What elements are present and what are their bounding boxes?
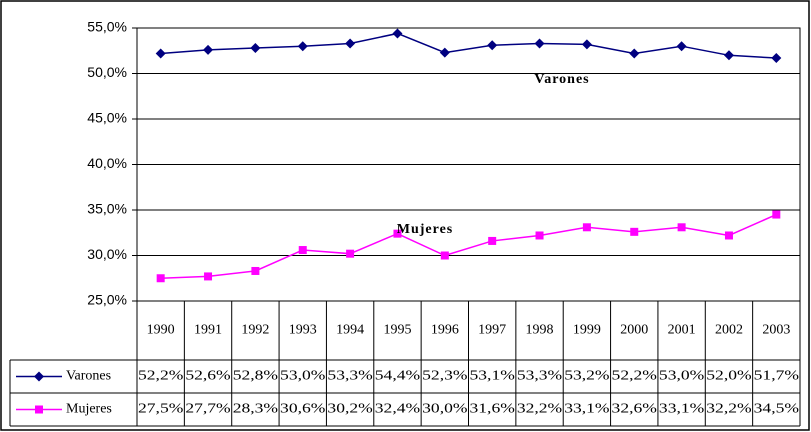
legend-label: Mujeres — [66, 402, 112, 417]
table-cell: 53,1% — [470, 369, 516, 384]
table-cell: 51,7% — [754, 369, 800, 384]
data-point — [250, 43, 261, 54]
y-tick-label: 35,0% — [87, 201, 127, 217]
x-tick-label: 2002 — [715, 323, 743, 338]
table-cell: 52,8% — [233, 369, 279, 384]
legend-marker — [34, 371, 44, 382]
table-cell: 33,1% — [564, 402, 610, 417]
data-point — [298, 246, 307, 255]
data-point — [724, 231, 733, 240]
legend-label: Varones — [66, 369, 111, 384]
data-point — [297, 41, 308, 52]
table-cell: 32,2% — [517, 402, 563, 417]
x-tick-label: 1991 — [194, 323, 222, 338]
table-cell: 53,3% — [327, 369, 373, 384]
x-tick-label: 1997 — [478, 323, 506, 338]
table-cell: 52,6% — [185, 369, 231, 384]
data-point — [487, 40, 498, 51]
data-point — [346, 249, 355, 258]
x-tick-label: 1990 — [147, 323, 175, 338]
data-point — [393, 229, 402, 238]
data-point — [582, 223, 591, 232]
y-tick-label: 55,0% — [87, 19, 127, 35]
table-cell: 52,2% — [138, 369, 184, 384]
data-point — [439, 47, 450, 58]
table-cell: 27,5% — [138, 402, 184, 417]
table-cell: 33,1% — [659, 402, 705, 417]
x-tick-label: 1996 — [431, 323, 459, 338]
data-point — [535, 231, 544, 240]
table-cell: 32,2% — [706, 402, 752, 417]
table-cell: 52,3% — [422, 369, 468, 384]
data-point — [440, 251, 449, 260]
series-line — [160, 213, 777, 279]
table-cell: 53,2% — [564, 369, 610, 384]
data-point — [204, 272, 213, 281]
data-point — [723, 50, 734, 61]
y-tick-label: 40,0% — [87, 155, 127, 171]
series-line — [160, 32, 777, 59]
x-tick-label: 1992 — [241, 323, 269, 338]
x-tick-label: 2003 — [762, 323, 790, 338]
table-cell: 32,4% — [375, 402, 421, 417]
x-tick-label: 2000 — [620, 323, 648, 338]
table-cell: 28,3% — [233, 402, 279, 417]
data-point — [629, 48, 640, 59]
x-tick-label: 1995 — [383, 323, 411, 338]
table-cell: 53,0% — [659, 369, 705, 384]
data-point — [392, 28, 403, 39]
legend-marker — [35, 405, 43, 414]
data-point — [772, 210, 781, 219]
x-tick-label: 1999 — [573, 323, 601, 338]
table-cell: 32,6% — [612, 402, 658, 417]
table-cell: 30,0% — [422, 402, 468, 417]
table-cell: 27,7% — [185, 402, 231, 417]
table-cell: 34,5% — [754, 402, 800, 417]
x-tick-label: 1994 — [336, 323, 364, 338]
data-point — [677, 223, 686, 232]
x-tick-label: 1998 — [526, 323, 554, 338]
x-tick-label: 2001 — [668, 323, 696, 338]
y-tick-label: 50,0% — [87, 64, 127, 80]
table-cell: 54,4% — [375, 369, 421, 384]
table-cell: 30,2% — [327, 402, 373, 417]
table-cell: 52,0% — [706, 369, 752, 384]
data-point — [488, 236, 497, 245]
data-point — [251, 266, 260, 275]
data-point — [630, 227, 639, 236]
y-tick-label: 45,0% — [87, 110, 127, 126]
table-cell: 30,6% — [280, 402, 326, 417]
y-tick-label: 25,0% — [87, 292, 127, 308]
annotation: Varones — [534, 72, 589, 87]
y-tick-label: 30,0% — [87, 246, 127, 262]
data-point — [771, 53, 782, 64]
table-cell: 53,0% — [280, 369, 326, 384]
annotation: Mujeres — [397, 222, 454, 237]
table-cell: 52,2% — [612, 369, 658, 384]
data-point — [676, 41, 687, 52]
data-point — [581, 39, 592, 50]
data-point — [345, 38, 356, 49]
data-point — [156, 274, 165, 283]
data-point — [203, 44, 214, 55]
x-tick-label: 1993 — [289, 323, 317, 338]
data-point — [155, 48, 166, 59]
table-cell: 53,3% — [517, 369, 563, 384]
data-point — [534, 38, 545, 49]
table-cell: 31,6% — [470, 402, 516, 417]
